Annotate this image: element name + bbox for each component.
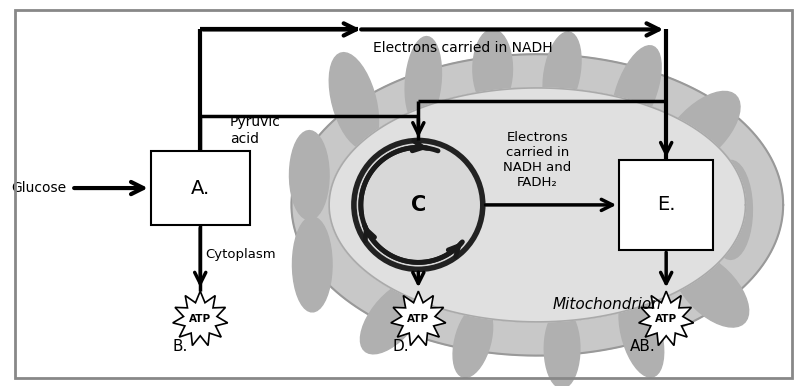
Polygon shape	[291, 54, 783, 355]
Polygon shape	[673, 251, 749, 327]
Polygon shape	[662, 92, 740, 170]
Text: Mitochondrion: Mitochondrion	[552, 296, 661, 312]
Text: ATP: ATP	[655, 314, 678, 324]
Text: ATP: ATP	[189, 314, 211, 324]
Text: D.: D.	[392, 339, 409, 354]
Polygon shape	[361, 280, 426, 354]
Text: ATP: ATP	[407, 314, 430, 324]
Polygon shape	[709, 161, 752, 260]
Text: Cytoplasm: Cytoplasm	[205, 248, 276, 261]
Polygon shape	[330, 53, 378, 149]
Text: AB.: AB.	[630, 339, 655, 354]
Polygon shape	[173, 291, 228, 346]
Polygon shape	[453, 304, 493, 377]
Polygon shape	[391, 291, 446, 346]
Text: E.: E.	[657, 196, 675, 215]
Polygon shape	[329, 88, 746, 322]
Polygon shape	[290, 130, 329, 220]
Polygon shape	[638, 291, 694, 346]
Polygon shape	[543, 32, 581, 114]
Polygon shape	[405, 36, 442, 125]
Polygon shape	[293, 217, 332, 312]
Polygon shape	[619, 291, 664, 377]
FancyBboxPatch shape	[150, 151, 250, 225]
Text: Pyruvic
acid: Pyruvic acid	[230, 116, 281, 146]
Polygon shape	[329, 88, 746, 322]
Polygon shape	[473, 29, 513, 109]
FancyBboxPatch shape	[619, 160, 714, 249]
Text: C: C	[410, 195, 426, 215]
Text: Electrons carried in NADH: Electrons carried in NADH	[373, 42, 553, 55]
Text: A.: A.	[190, 178, 210, 197]
Polygon shape	[612, 46, 661, 136]
Text: Electrons
carried in
NADH and
FADH₂: Electrons carried in NADH and FADH₂	[503, 131, 571, 189]
Polygon shape	[544, 309, 580, 388]
Text: B.: B.	[173, 339, 188, 354]
Text: Glucose: Glucose	[11, 181, 66, 195]
Circle shape	[354, 140, 482, 269]
